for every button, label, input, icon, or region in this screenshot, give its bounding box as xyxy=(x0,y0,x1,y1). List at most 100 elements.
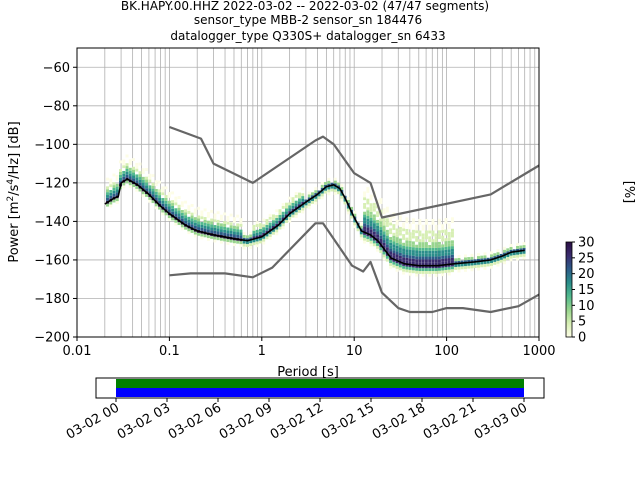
heatmap-cell xyxy=(307,206,311,209)
heatmap-cell xyxy=(408,269,412,273)
heatmap-cell xyxy=(167,192,171,195)
heatmap-cell xyxy=(187,222,191,226)
heatmap-cell xyxy=(415,256,419,260)
heatmap-cell xyxy=(382,237,386,241)
title-line-1: BK.HAPY.00.HHZ 2022-03-02 -- 2022-03-02 … xyxy=(121,0,489,13)
heatmap-cell xyxy=(284,208,288,212)
heatmap-cell xyxy=(340,195,344,199)
heatmap-cell xyxy=(369,235,373,238)
heatmap-cell xyxy=(294,209,298,213)
heatmap-cell xyxy=(236,214,240,218)
heatmap-cell xyxy=(447,232,451,235)
heatmap-cell xyxy=(441,244,445,248)
heatmap-cell xyxy=(262,235,266,239)
heatmap-cell xyxy=(132,175,135,179)
heatmap-cell xyxy=(350,206,354,210)
heatmap-cell xyxy=(353,213,357,217)
heatmap-cell xyxy=(171,191,175,195)
heatmap-cell xyxy=(255,235,259,239)
heatmap-cell xyxy=(450,243,454,247)
heatmap-cell xyxy=(158,192,162,196)
heatmap-cell xyxy=(522,256,526,260)
heatmap-cell xyxy=(106,203,109,207)
heatmap-cell xyxy=(330,185,334,189)
heatmap-cell xyxy=(402,257,406,261)
heatmap-cell xyxy=(496,252,500,256)
heatmap-cell xyxy=(372,214,376,218)
heatmap-cell xyxy=(522,245,526,248)
heatmap-cell xyxy=(382,254,386,258)
heatmap-cell xyxy=(382,231,386,235)
heatmap-cell xyxy=(359,222,363,226)
heatmap-cell xyxy=(232,225,236,229)
heatmap-cell xyxy=(281,214,285,218)
heatmap-cell xyxy=(242,237,246,241)
heatmap-cell xyxy=(281,217,285,221)
heatmap-cell xyxy=(154,191,158,195)
heatmap-cell xyxy=(470,256,474,260)
heatmap-cell xyxy=(428,259,432,263)
heatmap-cell xyxy=(376,248,380,252)
heatmap-cell xyxy=(415,273,419,277)
heatmap-cell xyxy=(291,208,295,212)
heatmap-cell xyxy=(236,229,240,233)
heatmap-cell xyxy=(122,170,126,174)
heatmap-cell xyxy=(119,160,122,164)
heatmap-cell xyxy=(148,185,152,189)
heatmap-cell xyxy=(190,218,194,222)
heatmap-cell xyxy=(340,198,344,202)
heatmap-cell xyxy=(294,203,298,207)
heatmap-cell xyxy=(402,263,406,266)
heatmap-cell xyxy=(219,223,223,227)
heatmap-cell xyxy=(219,217,223,221)
heatmap-cell xyxy=(213,227,217,231)
heatmap-cell xyxy=(122,182,126,186)
heatmap-cell xyxy=(402,242,406,246)
heatmap-cell xyxy=(428,227,432,231)
heatmap-cell xyxy=(395,219,399,223)
heatmap-cell xyxy=(431,245,435,248)
heatmap-cell xyxy=(210,224,214,228)
timeline-tick-label: 03-02 21 xyxy=(421,400,479,442)
heatmap-cell xyxy=(187,228,191,232)
heatmap-cell xyxy=(271,228,275,232)
heatmap-cell xyxy=(249,237,253,241)
heatmap-cell xyxy=(145,182,149,186)
heatmap-cell xyxy=(450,254,454,258)
heatmap-cell xyxy=(197,206,201,210)
heatmap-cell xyxy=(395,242,399,246)
y-axis-label: Power [m2/s4/Hz] [dB] xyxy=(6,121,22,262)
heatmap-cell xyxy=(428,236,432,240)
plot-grid xyxy=(77,48,539,337)
heatmap-cell xyxy=(216,231,220,235)
heatmap-cell xyxy=(382,222,386,226)
heatmap-cell xyxy=(164,203,168,207)
heatmap-cell xyxy=(376,228,380,232)
heatmap-cell xyxy=(154,197,158,201)
heatmap-cell xyxy=(369,226,373,230)
heatmap-cell xyxy=(187,211,191,214)
heatmap-cell xyxy=(288,202,292,206)
heatmap-cell xyxy=(392,215,396,219)
heatmap-cell xyxy=(369,220,373,224)
heatmap-cell xyxy=(307,191,311,195)
heatmap-cell xyxy=(411,261,415,265)
heatmap-cell xyxy=(444,264,448,268)
heatmap-cell xyxy=(418,253,422,257)
heatmap-cell xyxy=(477,267,480,271)
heatmap-cell xyxy=(382,219,386,223)
heatmap-cell xyxy=(252,242,256,246)
heatmap-cell xyxy=(408,252,412,256)
heatmap-cell xyxy=(385,218,389,222)
heatmap-cell xyxy=(167,194,171,198)
heatmap-cell xyxy=(376,222,380,226)
heatmap-cell xyxy=(353,210,357,214)
heatmap-cell xyxy=(281,220,285,224)
heatmap-cell xyxy=(252,236,256,240)
heatmap-cell xyxy=(314,193,318,196)
heatmap-cell xyxy=(255,238,259,242)
heatmap-cell xyxy=(366,213,370,216)
heatmap-cell xyxy=(304,205,308,209)
heatmap-cell xyxy=(125,171,129,175)
heatmap-cell xyxy=(402,265,406,269)
